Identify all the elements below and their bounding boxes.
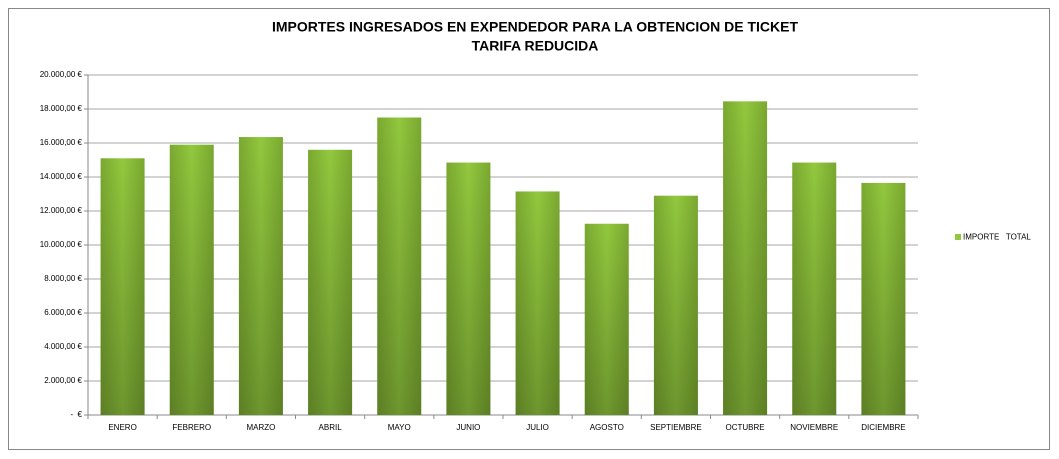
x-tick-label: JULIO bbox=[526, 423, 549, 432]
x-tick-label: MAYO bbox=[388, 423, 411, 432]
y-tick-label: 20.000,00 € bbox=[40, 70, 83, 79]
y-tick-label: 4.000,00 € bbox=[44, 342, 82, 351]
y-tick-label: 18.000,00 € bbox=[40, 104, 83, 113]
y-tick-label: 14.000,00 € bbox=[40, 172, 83, 181]
legend-label: IMPORTE TOTAL bbox=[963, 233, 1031, 242]
x-tick-label: JUNIO bbox=[456, 423, 480, 432]
y-tick-label: 10.000,00 € bbox=[40, 240, 83, 249]
chart-title: IMPORTES INGRESADOS EN EXPENDEDOR PARA L… bbox=[272, 19, 799, 35]
x-tick-label: AGOSTO bbox=[590, 423, 624, 432]
x-tick-label: NOVIEMBRE bbox=[790, 423, 838, 432]
x-tick-label: ENERO bbox=[108, 423, 136, 432]
x-tick-label: SEPTIEMBRE bbox=[650, 423, 702, 432]
bar-shade bbox=[100, 158, 145, 416]
chart-subtitle: TARIFA REDUCIDA bbox=[472, 38, 599, 54]
x-tick-label: FEBRERO bbox=[172, 423, 211, 432]
y-tick-label: 12.000,00 € bbox=[40, 206, 83, 215]
bar-shade bbox=[861, 182, 906, 415]
x-tick-label: OCTUBRE bbox=[726, 423, 765, 432]
bar-shade bbox=[653, 195, 698, 415]
bar-shade bbox=[792, 162, 837, 415]
bar-shade bbox=[584, 223, 629, 415]
bar-shade bbox=[723, 101, 768, 415]
x-tick-label: DICIEMBRE bbox=[861, 423, 905, 432]
bar-shade bbox=[446, 162, 491, 415]
bar-shade bbox=[308, 149, 353, 416]
y-tick-label: 8.000,00 € bbox=[44, 274, 82, 283]
x-tick-label: MARZO bbox=[246, 423, 275, 432]
bar-shade bbox=[515, 191, 560, 415]
bar-shade bbox=[238, 137, 283, 416]
x-tick-label: ABRIL bbox=[319, 423, 343, 432]
legend-swatch bbox=[955, 234, 961, 240]
y-tick-label: 2.000,00 € bbox=[44, 376, 82, 385]
y-tick-label: 16.000,00 € bbox=[40, 138, 83, 147]
y-tick-label: - € bbox=[70, 410, 82, 419]
bar-shade bbox=[377, 117, 422, 415]
bar-shade bbox=[169, 144, 214, 415]
y-tick-label: 6.000,00 € bbox=[44, 308, 82, 317]
